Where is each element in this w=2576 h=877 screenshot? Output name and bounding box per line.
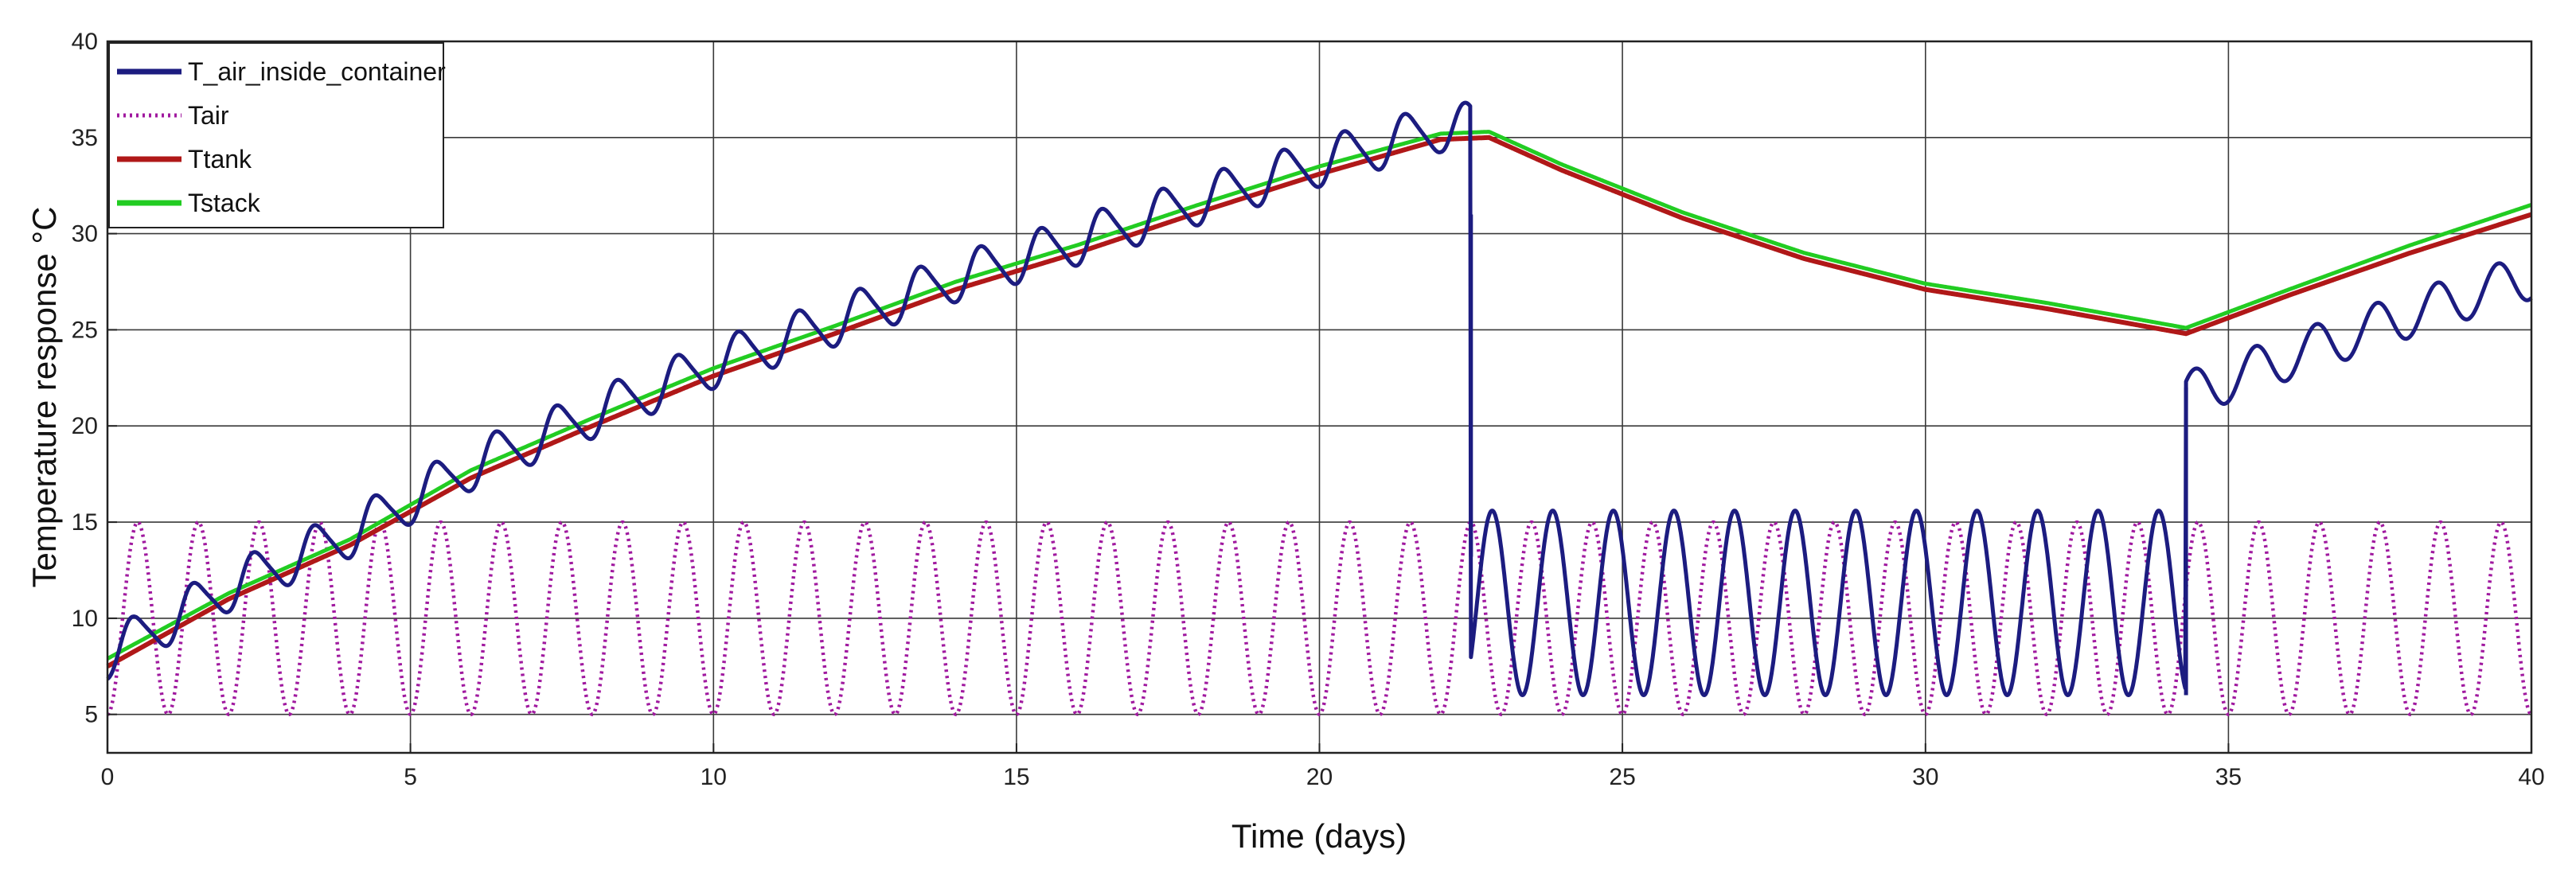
y-tick-label: 30 <box>72 221 98 248</box>
legend-label-t-air-inside-container: T_air_inside_container <box>188 57 446 86</box>
x-tick-label: 40 <box>2518 764 2544 790</box>
series-line-tair <box>106 520 2533 716</box>
x-tick-label: 35 <box>2215 764 2242 790</box>
legend-label-tstack: Tstack <box>188 189 261 217</box>
y-tick-label: 5 <box>84 702 98 728</box>
series-line-t-air-inside-container <box>106 100 2533 697</box>
y-tick-label: 25 <box>72 317 98 343</box>
legend: T_air_inside_container Tair Ttank Tstack <box>108 42 446 228</box>
x-tick-label: 20 <box>1306 764 1333 790</box>
legend-label-tair: Tair <box>188 101 229 130</box>
y-axis-title: Temperature response °C <box>25 206 63 587</box>
legend-label-ttank: Ttank <box>188 145 252 173</box>
y-tick-label: 40 <box>72 29 98 55</box>
x-tick-label: 0 <box>101 764 115 790</box>
y-tick-label: 35 <box>72 125 98 151</box>
x-tick-label: 15 <box>1003 764 1029 790</box>
x-tick-label: 30 <box>1912 764 1938 790</box>
x-tick-label: 25 <box>1609 764 1635 790</box>
x-tick-label: 10 <box>701 764 727 790</box>
x-tick-label: 5 <box>404 764 417 790</box>
series-layer <box>106 100 2533 716</box>
y-tick-label: 10 <box>72 606 98 632</box>
y-tick-label: 20 <box>72 413 98 439</box>
series-line-ttank <box>106 134 2533 668</box>
x-axis-title: Time (days) <box>1231 817 1407 855</box>
axis-ticks: 0 5 10 15 20 25 30 35 40 5 10 15 20 25 30 35 40 <box>72 29 2545 790</box>
series-line-tstack <box>106 130 2533 661</box>
y-tick-label: 15 <box>72 509 98 536</box>
